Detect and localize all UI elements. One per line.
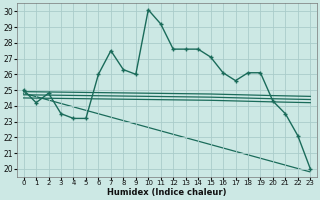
X-axis label: Humidex (Indice chaleur): Humidex (Indice chaleur) — [107, 188, 227, 197]
